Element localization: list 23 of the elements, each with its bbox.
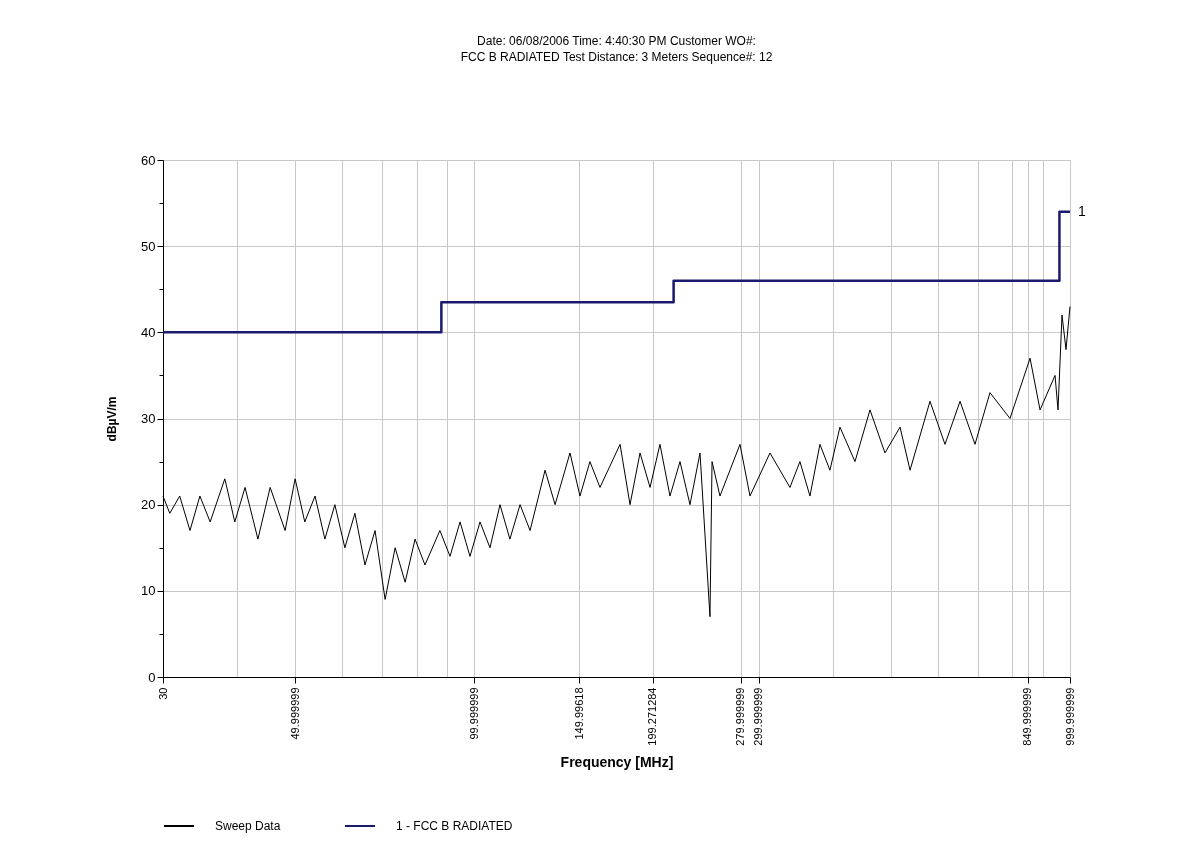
legend-label: Sweep Data [215,819,281,833]
x-tick-label: 849.999999 [1021,687,1034,746]
y-tick-label: 0 [148,669,156,685]
x-tick-label: 99.999999 [467,687,480,740]
chart-subtitle: FCC B RADIATED Test Distance: 3 Meters Sequence#: 12 [460,50,773,64]
x-tick-label: 49.999999 [288,687,301,740]
y-tick-label: 60 [141,152,156,168]
x-tick-label: 299.999999 [752,687,765,746]
legend-label: 1 - FCC B RADIATED [396,819,513,833]
x-axis-title: Frequency [MHz] [560,753,674,770]
y-tick-label: 30 [141,411,156,426]
x-tick-label: 279.999999 [734,687,747,746]
y-tick-label: 20 [141,497,156,513]
x-tick-label: 199.271284 [646,687,659,746]
chart-title: Date: 06/08/2006 Time: 4:40:30 PM Customer WO#: [477,34,756,48]
y-tick-label: 10 [141,583,156,599]
y-axis-title: dBµV/m [105,396,120,442]
y-tick-label: 40 [141,324,156,340]
x-tick-label: 999.999999 [1063,687,1076,746]
x-tick-label: 30 [156,687,169,700]
y-tick-label: 50 [141,238,156,254]
x-tick-label: 149.99618 [572,687,585,740]
annotation: 1 [1078,202,1086,219]
